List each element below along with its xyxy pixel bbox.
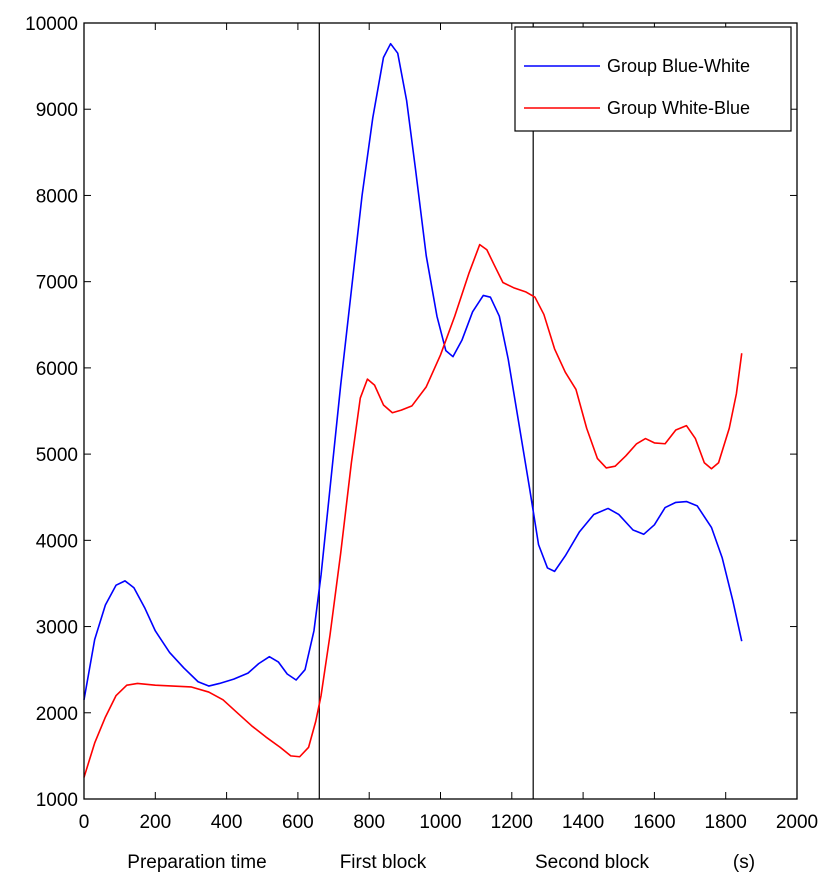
x-axis-unit-label: (s): [733, 852, 755, 873]
x-tick-label: 1800: [705, 812, 747, 833]
series-line-blue-white: [83, 42, 743, 700]
x-tick-label: 200: [139, 812, 171, 833]
y-tick-label: 6000: [36, 359, 78, 380]
x-tick-label: 1400: [562, 812, 604, 833]
x-tick-label: 1200: [491, 812, 533, 833]
y-tick-label: 7000: [36, 273, 78, 294]
x-tick-label: 1000: [419, 812, 461, 833]
legend-box: [514, 26, 792, 132]
x-tick-label: 2000: [776, 812, 818, 833]
x-tick-label: 1600: [633, 812, 675, 833]
legend-label-white-blue: Group White-Blue: [607, 98, 750, 118]
reference-lines: [318, 23, 534, 799]
y-tick-label: 2000: [36, 704, 78, 725]
series-layer: [83, 42, 743, 778]
region-label-preparation: Preparation time: [127, 852, 266, 873]
y-tick-label: 8000: [36, 186, 78, 207]
x-tick-label: 600: [282, 812, 314, 833]
y-tick-label: 5000: [36, 445, 78, 466]
y-tick-label: 10000: [25, 14, 78, 35]
plot-area: [84, 23, 797, 799]
legend-label-blue-white: Group Blue-White: [607, 56, 750, 76]
y-tick-label: 4000: [36, 531, 78, 552]
legend: Group Blue-White Group White-Blue: [514, 26, 792, 132]
x-tick-label: 0: [79, 812, 90, 833]
y-tick-label: 1000: [36, 790, 78, 811]
x-axis-tick-labels: 0 200 400 600 800 1000 1200 1400 1600 1800 2000: [79, 812, 818, 833]
x-tick-label: 400: [211, 812, 243, 833]
region-label-first-block: First block: [340, 852, 427, 873]
series-line-white-blue: [83, 243, 743, 778]
region-label-second-block: Second block: [535, 852, 650, 873]
y-tick-label: 9000: [36, 100, 78, 121]
x-tick-label: 800: [353, 812, 385, 833]
y-tick-label: 3000: [36, 618, 78, 639]
y-axis-tick-labels: 1000 2000 3000 4000 5000 6000 7000 8000 9000 1000…: [25, 14, 78, 811]
